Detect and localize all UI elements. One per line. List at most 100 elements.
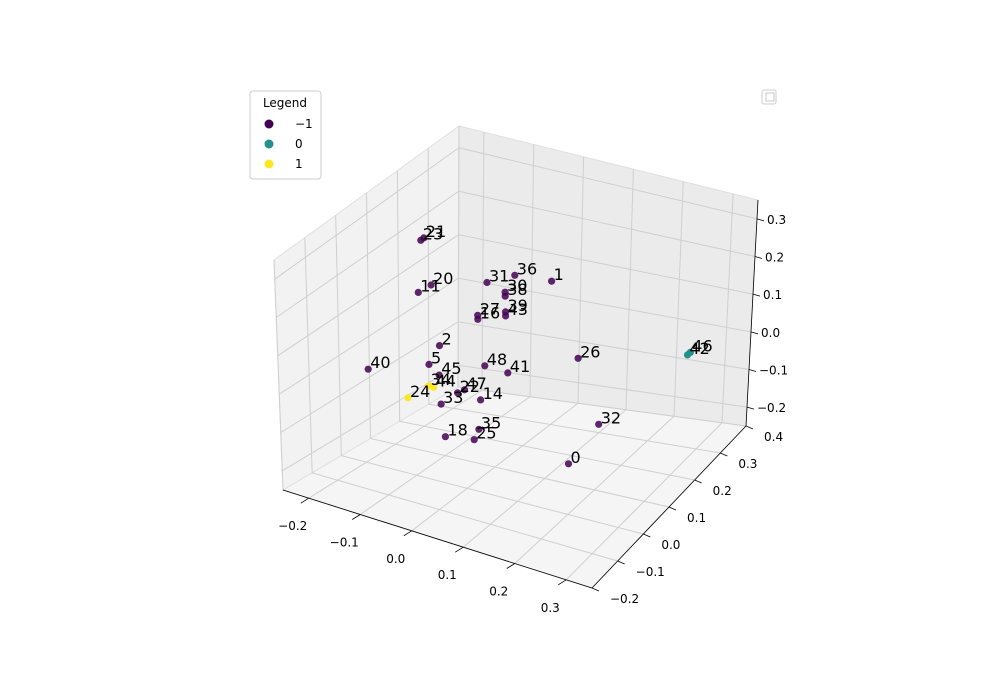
data-point [454, 389, 462, 397]
point-label: 25 [476, 424, 496, 443]
point-label: 0 [571, 448, 581, 467]
point-label: 32 [601, 408, 621, 427]
z-gridline [277, 234, 754, 357]
x-tick-mark [455, 546, 464, 553]
x-tick-mark [506, 563, 515, 569]
point-label: 26 [580, 342, 600, 361]
empty-legend [761, 89, 777, 105]
y-tick-label: −0.2 [610, 592, 639, 606]
z-tick-label: 0.0 [761, 326, 780, 340]
z-tick-mark [752, 293, 761, 297]
x-tick-mark [352, 514, 361, 520]
data-point [437, 400, 445, 408]
z-axis-line [745, 199, 759, 427]
legend: Legend −1 0 1 [249, 90, 322, 180]
x-tick-label: 0.1 [438, 568, 457, 582]
point-label: 39 [508, 296, 528, 315]
data-point [427, 281, 435, 289]
y-tick-mark [694, 479, 702, 484]
data-point [441, 433, 449, 441]
data-point [481, 362, 489, 370]
point-label: 41 [510, 357, 530, 376]
axis-ticks: −0.2 −0.1 0.0 0.1 0.2 0.3 −0.2 −0.1 0.0 0.1 0.2 0.3… [278, 213, 788, 615]
data-point [404, 394, 412, 402]
data-point [686, 348, 694, 356]
data-point [502, 312, 510, 320]
data-point [574, 354, 582, 362]
x-tick-label: 0.0 [386, 552, 405, 566]
gridlines [273, 125, 758, 589]
point-label: 47 [467, 374, 487, 393]
data-point [425, 360, 433, 368]
data-point [460, 386, 469, 394]
y-tick-mark [720, 452, 728, 457]
point-label: 27 [480, 299, 500, 318]
z-tick-label: −0.1 [759, 364, 788, 378]
legend-entries: −1 0 1 [264, 117, 313, 171]
point-label: 45 [441, 359, 461, 378]
data-points [364, 234, 694, 468]
z-tick-label: 0.3 [767, 213, 786, 227]
point-label: 23 [423, 224, 443, 243]
data-point [470, 436, 478, 444]
point-label: 48 [487, 350, 507, 369]
legend-box [249, 90, 322, 180]
x-tick-label: 0.2 [489, 585, 508, 599]
point-label: 43 [508, 300, 528, 319]
y-tick-label: 0.2 [713, 484, 732, 498]
data-point [501, 292, 509, 300]
z-gridline [280, 321, 750, 433]
point-label: 46 [692, 336, 712, 355]
point-label: 5 [431, 348, 441, 367]
point-label: 36 [517, 259, 537, 278]
data-point [435, 342, 444, 350]
y-gridline [304, 237, 618, 562]
legend-label: 0 [295, 137, 303, 151]
point-label: 1 [554, 265, 564, 284]
legend-label: −1 [295, 117, 313, 131]
y-tick-mark [668, 506, 677, 511]
x-tick-label: −0.2 [278, 519, 307, 533]
data-point [504, 369, 512, 377]
z-tick-mark [748, 369, 757, 372]
y-tick-mark [591, 587, 600, 592]
legend-label: 1 [295, 157, 303, 171]
point-label: 14 [483, 384, 503, 403]
point-labels: 0125111416182021222324252627303132333435… [370, 222, 712, 467]
y-tick-label: −0.1 [636, 565, 665, 579]
point-label: 34 [431, 370, 451, 389]
y-tick-label: 0.0 [661, 538, 680, 552]
point-label: 24 [410, 382, 430, 401]
point-label: 30 [507, 276, 527, 295]
legend-title: Legend [263, 96, 307, 110]
z-tick-mark [754, 256, 763, 259]
z-tick-label: 0.1 [763, 288, 782, 302]
y-gridline [396, 170, 695, 481]
legend-marker [264, 159, 274, 169]
data-point [477, 396, 485, 404]
legend-marker [264, 139, 274, 149]
y-tick-label: 0.3 [738, 457, 757, 471]
z-gridline [274, 147, 758, 280]
z-tick-label: 0.2 [765, 251, 784, 265]
data-point [475, 425, 483, 433]
z-tick-mark [750, 331, 759, 335]
point-label: 40 [370, 353, 390, 372]
y-gridline [335, 215, 644, 535]
y-tick-mark [643, 533, 651, 538]
y-gridline [457, 125, 747, 427]
point-label: 11 [420, 276, 440, 295]
point-label: 22 [460, 377, 480, 396]
point-label: 35 [481, 413, 501, 432]
point-label: 2 [442, 330, 452, 349]
x-tick-label: −0.1 [330, 536, 359, 550]
empty-legend-handle [765, 92, 775, 102]
data-point [435, 371, 443, 379]
x-tick-mark [300, 497, 309, 504]
data-point [414, 288, 422, 296]
z-tick-mark [756, 218, 765, 222]
y-tick-mark [745, 425, 754, 430]
y-tick-mark [617, 560, 625, 565]
x-axis-line [282, 489, 593, 589]
